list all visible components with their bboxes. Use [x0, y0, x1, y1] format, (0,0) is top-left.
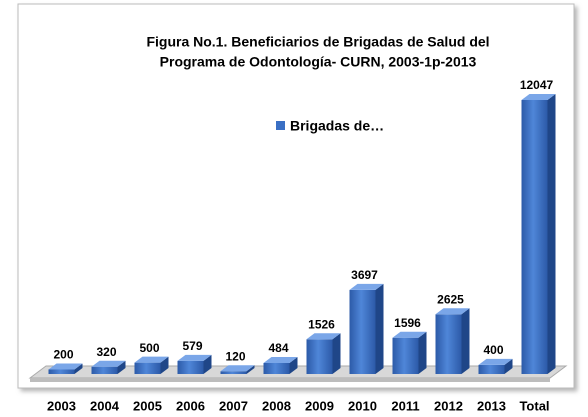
bar-top: [263, 356, 298, 363]
x-tick-label: 2004: [90, 398, 120, 413]
bar: [177, 360, 204, 374]
bar-top: [177, 354, 212, 361]
bar-top: [306, 333, 341, 340]
data-label: 3697: [351, 268, 378, 282]
bar-side: [117, 360, 126, 374]
x-tick-label: 2011: [391, 398, 419, 413]
x-tick-label: 2009: [305, 398, 334, 413]
x-tick-label: Total: [519, 398, 549, 413]
bar-side: [246, 365, 255, 374]
data-label: 1526: [308, 317, 335, 331]
data-label: 2625: [437, 292, 464, 306]
data-label: 120: [225, 349, 245, 363]
data-label: 400: [483, 343, 503, 357]
x-tick-label: 2006: [176, 398, 205, 413]
bar-side: [332, 333, 341, 374]
x-tick-label: 2003: [47, 398, 76, 413]
data-label: 579: [182, 339, 202, 353]
x-tick-label: 2010: [348, 398, 377, 413]
chart-title: Figura No.1. Beneficiarios de Brigadas d…: [146, 34, 489, 50]
data-label: 200: [53, 348, 73, 362]
floor-edge: [30, 378, 550, 382]
bar: [392, 337, 419, 374]
data-label: 12047: [520, 78, 554, 92]
bar-top: [349, 283, 384, 290]
bar: [48, 369, 75, 374]
bar: [349, 289, 376, 374]
bar-side: [504, 358, 513, 374]
data-label: 1596: [394, 316, 421, 330]
bar-top: [435, 308, 470, 315]
bar-side: [375, 283, 384, 374]
data-label: 500: [139, 341, 159, 355]
bar: [220, 371, 247, 374]
bar: [134, 362, 161, 374]
bar-side: [547, 94, 556, 374]
chart-area: [17, 3, 575, 389]
data-label: 484: [268, 341, 288, 355]
bar: [306, 339, 333, 374]
bar: [263, 362, 290, 374]
x-tick-label: 2008: [262, 398, 291, 413]
bar-side: [289, 356, 298, 374]
bar: [91, 366, 118, 374]
bar-top: [91, 360, 126, 367]
bar-side: [418, 331, 427, 374]
x-tick-label: 2007: [219, 398, 248, 413]
bar: [521, 100, 548, 374]
x-tick-label: 2005: [133, 398, 162, 413]
bar: [478, 364, 505, 374]
bar-top: [220, 365, 255, 372]
data-label: 320: [96, 345, 116, 359]
bar-side: [74, 363, 83, 374]
chart-title: Programa de Odontología- CURN, 2003-1p-2…: [160, 54, 477, 70]
bar-top: [521, 94, 556, 100]
bar-top: [48, 363, 83, 370]
legend-swatch: [276, 121, 285, 130]
bar-side: [160, 356, 169, 374]
bar-top: [478, 358, 513, 365]
bar-side: [203, 354, 212, 374]
bar-side: [461, 308, 470, 374]
bar-top: [134, 356, 169, 363]
legend-label: Brigadas de…: [290, 118, 384, 134]
x-tick-label: 2012: [434, 398, 463, 413]
bar-top: [392, 331, 427, 338]
x-tick-label: 2013: [477, 398, 506, 413]
bar: [435, 314, 462, 374]
